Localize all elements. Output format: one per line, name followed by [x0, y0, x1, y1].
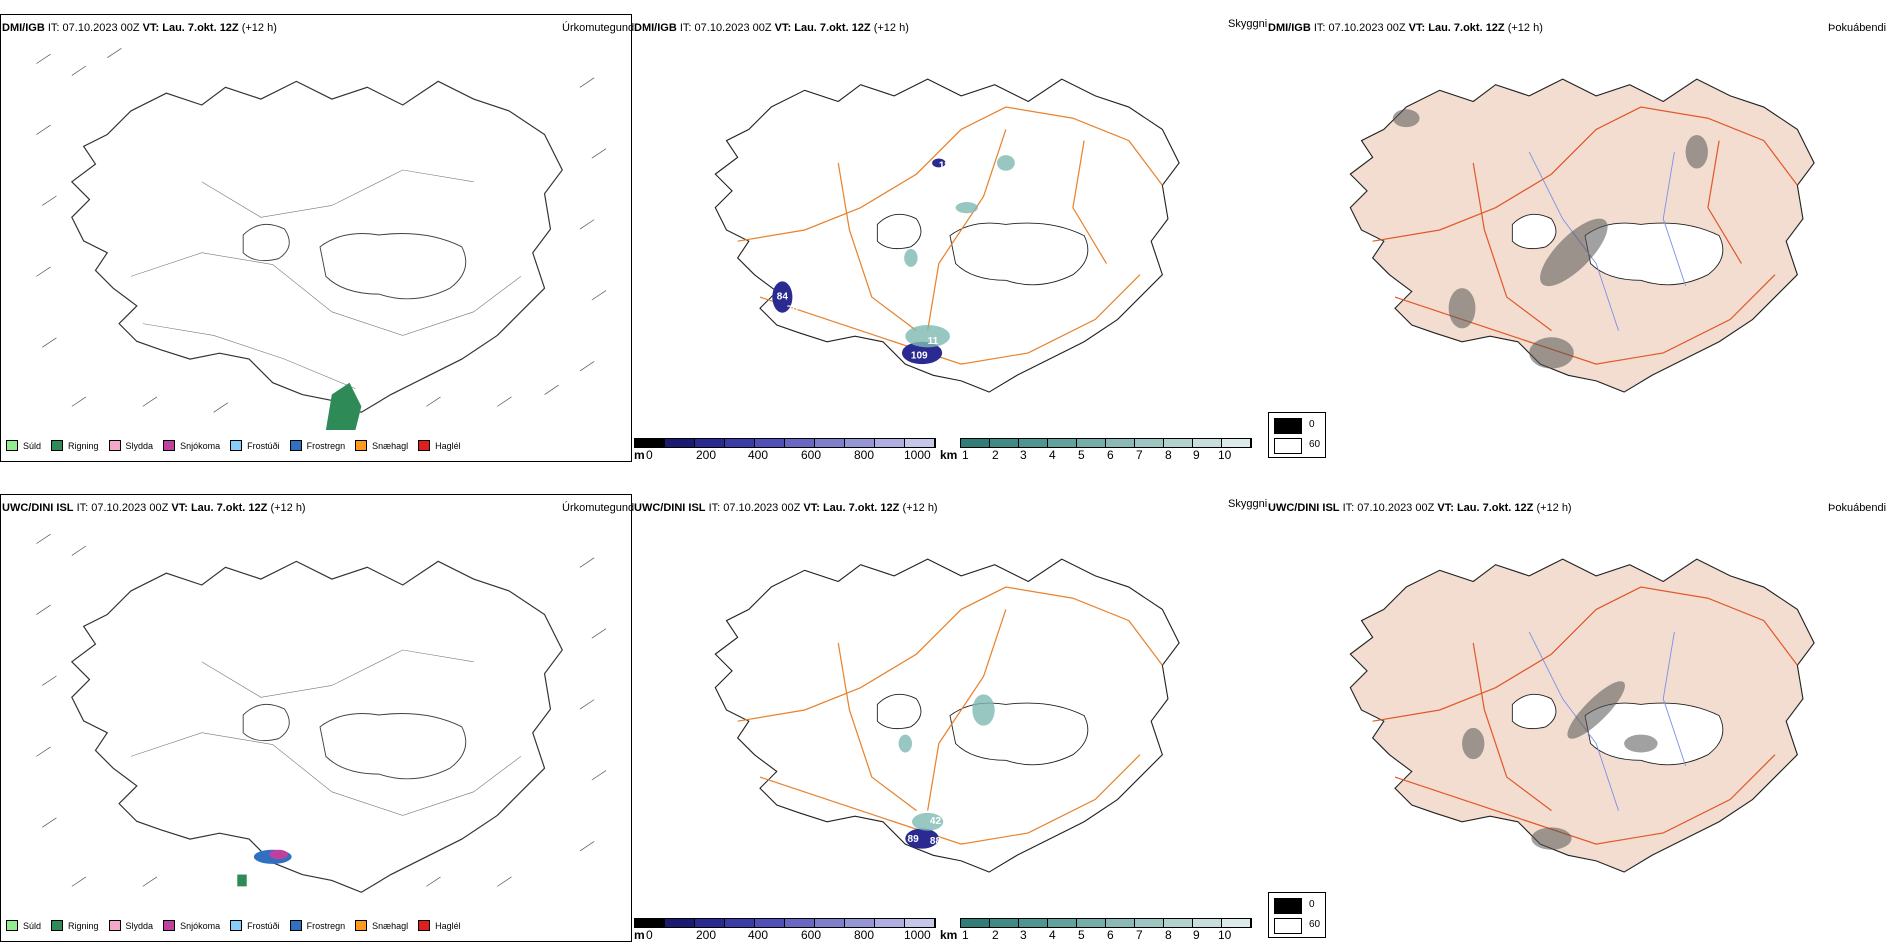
visibility-colorbar: km 1 2 3 4 5 6 7 8 9 10: [940, 438, 1252, 462]
precip-panel-title: Úrkomutegund: [562, 22, 635, 34]
colorbar-swatch: [990, 919, 1019, 927]
colorbar-swatch: [1077, 439, 1106, 447]
legend-item-snaehagl: Snæhagl: [355, 440, 408, 451]
colorbar-swatch: [905, 439, 935, 447]
legend-item-frostudi: Frostúði: [230, 920, 280, 931]
legend-item-snjokoma: Snjókoma: [163, 440, 220, 451]
visibility-panel-header: DMI/IGB IT: 07.10.2023 00Z VT: Lau. 7.ok…: [634, 22, 909, 34]
colorbar-swatch: [1193, 919, 1222, 927]
visibility-panel-title: Skyggni: [1228, 498, 1268, 510]
legend-item-snjokoma: Snjókoma: [163, 920, 220, 931]
colorbar-swatch: [1106, 439, 1135, 447]
visibility-panel-header: UWC/DINI ISL IT: 07.10.2023 00Z VT: Lau.…: [634, 502, 938, 514]
precip-panel-title: Úrkomutegund: [562, 502, 635, 514]
vis-label: 11: [939, 161, 950, 172]
colorbar-swatch: [725, 919, 755, 927]
fog-panel-title: Þokuábendi: [1828, 22, 1887, 34]
colorbar-swatch: [815, 439, 845, 447]
fog-panel-header: DMI/IGB IT: 07.10.2023 00Z VT: Lau. 7.ok…: [1268, 22, 1543, 34]
colorbar-swatch: [845, 439, 875, 447]
colorbar-swatch: [665, 439, 695, 447]
legend-item-haglel: Haglél: [418, 440, 461, 451]
colorbar-swatch: [1077, 919, 1106, 927]
colorbar-swatch: [1106, 919, 1135, 927]
visibility-map: 84 70 109 11 11: [714, 78, 1180, 393]
colorbar-swatch: [845, 919, 875, 927]
ceiling-colorbar: m 0 200 400 600 800 1000: [634, 438, 936, 462]
precip-panel-header: DMI/IGB IT: 07.10.2023 00Z VT: Lau. 7.ok…: [2, 22, 277, 34]
colorbar-swatch: [755, 919, 785, 927]
colorbar-swatch: [1164, 439, 1193, 447]
colorbar-swatch: [1222, 439, 1251, 447]
vis-label: 109: [911, 351, 928, 362]
precip-panel-frame: [0, 14, 632, 462]
vis-label: 70: [787, 305, 799, 316]
fog-map: [1349, 558, 1815, 873]
legend-item-sudd: Súld: [6, 440, 41, 451]
legend-item-frostregn: Frostregn: [289, 920, 345, 931]
precip-panel-header: UWC/DINI ISL IT: 07.10.2023 00Z VT: Lau.…: [2, 502, 306, 514]
colorbar-swatch: [635, 919, 665, 927]
visibility-colorbar: km 1 2 3 4 5 6 7 8 9 10: [940, 918, 1252, 942]
row-2: UWC/DINI ISL IT: 07.10.2023 00Z VT: Lau.…: [0, 480, 1900, 950]
ceiling-colorbar: m 0 200 400 600 800 1000: [634, 918, 936, 942]
precip-legend: Súld Rigning Slydda Snjókoma Frostúði Fr…: [0, 440, 461, 451]
colorbar-swatch: [755, 439, 785, 447]
fog-panel-header: UWC/DINI ISL IT: 07.10.2023 00Z VT: Lau.…: [1268, 502, 1572, 514]
colorbar-swatch: [1048, 919, 1077, 927]
colorbar-swatch: [1019, 919, 1048, 927]
vis-label: 84: [777, 291, 789, 302]
colorbar-swatch: [1135, 439, 1164, 447]
colorbar-swatch: [815, 919, 845, 927]
colorbar-swatch: [961, 439, 990, 447]
colorbar-swatch: [1019, 439, 1048, 447]
colorbar-swatch: [695, 439, 725, 447]
fog-panel-title: Þokuábendi: [1828, 502, 1887, 514]
precip-panel-frame: [0, 494, 632, 942]
row-1: DMI/IGB IT: 07.10.2023 00Z VT: Lau. 7.ok…: [0, 0, 1900, 470]
vis-label: 89: [908, 834, 920, 845]
precip-legend: Súld Rigning Slydda Snjókoma Frostúði Fr…: [0, 920, 461, 931]
colorbar-swatch: [905, 919, 935, 927]
legend-item-rigning: Rigning: [51, 920, 99, 931]
vis-label: 11: [928, 336, 939, 347]
colorbar-swatch: [725, 439, 755, 447]
legend-item-frostregn: Frostregn: [289, 440, 345, 451]
colorbar-swatch: [1135, 919, 1164, 927]
legend-item-rigning: Rigning: [51, 440, 99, 451]
vis-label: 42: [930, 816, 942, 827]
precip-map: [36, 47, 607, 430]
fog-legend: 0 60: [1268, 412, 1326, 458]
colorbar-swatch: [1164, 919, 1193, 927]
colorbar-swatch: [785, 439, 815, 447]
legend-item-haglel: Haglél: [418, 920, 461, 931]
legend-item-slydda: Slydda: [108, 920, 153, 931]
colorbar-swatch: [990, 439, 1019, 447]
visibility-map: 88 89 42: [714, 558, 1180, 873]
colorbar-swatch: [785, 919, 815, 927]
precip-map: [36, 533, 607, 893]
colorbar-swatch: [665, 919, 695, 927]
colorbar-swatch: [1222, 919, 1251, 927]
colorbar-swatch: [635, 439, 665, 447]
colorbar-swatch: [875, 439, 905, 447]
legend-item-frostudi: Frostúði: [230, 440, 280, 451]
legend-item-slydda: Slydda: [108, 440, 153, 451]
colorbar-swatch: [875, 919, 905, 927]
fog-map: [1349, 78, 1815, 393]
colorbar-swatch: [695, 919, 725, 927]
legend-item-snaehagl: Snæhagl: [355, 920, 408, 931]
visibility-panel-title: Skyggni: [1228, 18, 1268, 30]
colorbar-swatch: [1193, 439, 1222, 447]
legend-item-sudd: Súld: [6, 920, 41, 931]
vis-label: 88: [930, 836, 942, 847]
colorbar-swatch: [961, 919, 990, 927]
fog-legend: 0 60: [1268, 892, 1326, 938]
colorbar-swatch: [1048, 439, 1077, 447]
